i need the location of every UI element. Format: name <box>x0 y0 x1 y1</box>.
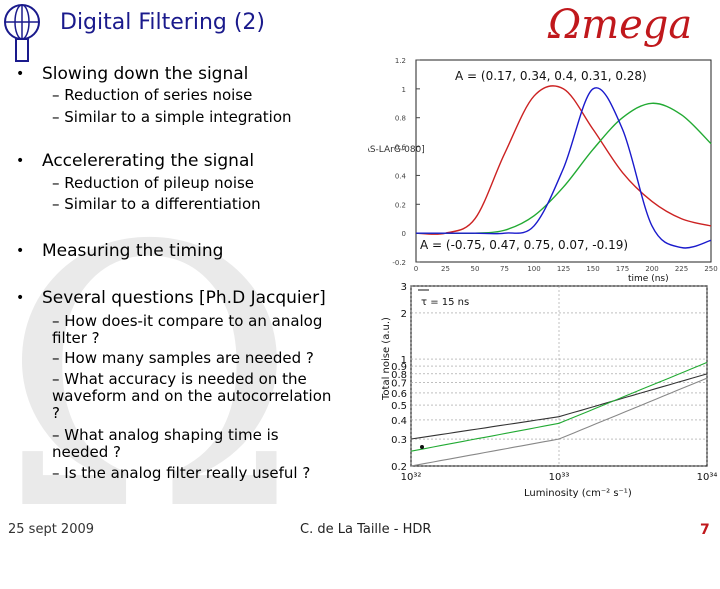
y-tick-label: -0.2 <box>392 259 406 267</box>
noise-chart: 3 2 10.90.80.70.60.5 0.4 0.3 0.2 10³² 10³³ 10³⁴… <box>381 282 718 499</box>
x-tick-label: 10³³ <box>549 472 570 483</box>
y-tick-label: 0.8 <box>395 115 406 123</box>
brand-logo: Ωmega <box>548 2 693 48</box>
bullet-2: Accelererating the signal <box>42 151 255 171</box>
y-tick-label: 0.3 <box>391 435 407 446</box>
y-tick-label: 0 <box>402 230 406 238</box>
series-line <box>410 361 708 452</box>
x-tick-label: 0 <box>414 265 418 273</box>
bullet-1: Slowing down the signal <box>42 64 249 84</box>
bullet-3: Measuring the timing <box>42 241 224 261</box>
bullet-dot: • <box>16 66 25 82</box>
page-number: 7 <box>700 522 710 538</box>
caption-top: A = (0.17, 0.34, 0.4, 0.31, 0.28) <box>455 69 647 83</box>
legend-label: τ = 15 ns <box>421 297 469 308</box>
y-tick-label: 0.6 <box>395 144 407 152</box>
x-axis-label: Luminosity (cm⁻² s⁻¹) <box>524 488 632 499</box>
footer-date: 25 sept 2009 <box>8 522 95 537</box>
waveform-chart: 1.2 1 0.8 0.6 0.4 0.2 0 -0.2 0 25 50 75 100 125 150 17… <box>368 57 718 284</box>
sub-bullet: – How many samples are needed ? <box>52 349 314 367</box>
y-tick-label: 1 <box>401 355 407 366</box>
data-marker <box>420 445 424 449</box>
x-tick-label: 225 <box>675 265 688 273</box>
reference-label: [ATLAS-LArG-080] <box>368 145 425 155</box>
x-tick-label: 10³² <box>401 472 422 483</box>
sub-bullet: – Similar to a differentiation <box>52 195 261 213</box>
y-tick-label: 0.2 <box>391 462 407 473</box>
watermark-omega: Ω <box>0 170 299 589</box>
y-tick-label: 0.7 <box>391 379 407 390</box>
caption-bottom: A = (-0.75, 0.47, 0.75, 0.07, -0.19) <box>420 238 628 252</box>
lab-logo-icon <box>4 4 40 62</box>
sub-bullet: – Reduction of series noise <box>52 86 253 104</box>
y-tick-label: 0.5 <box>391 401 407 412</box>
bullet-4: Several questions [Ph.D Jacquier] <box>42 288 326 308</box>
bullet-list: • Slowing down the signal – Reduction of… <box>0 0 360 500</box>
series-line <box>410 373 708 440</box>
x-tick-label: 50 <box>471 265 480 273</box>
x-tick-label: 150 <box>586 265 599 273</box>
x-tick-label: 175 <box>616 265 629 273</box>
y-tick-label: 0.4 <box>391 416 407 427</box>
y-tick-label: 0.6 <box>391 389 407 400</box>
x-tick-label: 200 <box>645 265 658 273</box>
x-tick-label: 25 <box>441 265 450 273</box>
x-axis-label: time (ns) <box>628 274 669 284</box>
y-tick-label: 0.2 <box>395 201 406 209</box>
x-tick-label: 75 <box>500 265 509 273</box>
bullet-dot: • <box>16 153 25 169</box>
series-line <box>415 85 712 235</box>
y-tick-label: 1 <box>402 86 406 94</box>
y-axis-label: Total noise (a.u.) <box>381 317 392 401</box>
series-line <box>416 87 712 249</box>
plot-frame <box>415 59 712 263</box>
y-tick-label: 0.9 <box>391 362 407 373</box>
sub-bullet: – Is the analog filter really useful ? <box>52 464 311 482</box>
slide-title: Digital Filtering (2) <box>60 10 266 35</box>
y-tick-label: 0.8 <box>391 370 407 381</box>
footer-author: C. de La Taille - HDR <box>300 522 432 537</box>
y-tick-label: 2 <box>401 309 407 320</box>
bullet-dot: • <box>16 290 25 306</box>
sub-bullet: – What accuracy is needed on the wavefor… <box>52 370 332 422</box>
sub-bullet: – What analog shaping time is needed ? <box>52 426 279 461</box>
sub-bullet: – How does-it compare to an analog filte… <box>52 312 323 347</box>
y-tick-label: 3 <box>401 282 407 293</box>
x-tick-label: 10³⁴ <box>697 472 718 483</box>
y-tick-label: 1.2 <box>395 57 406 65</box>
x-tick-label: 100 <box>527 265 540 273</box>
x-tick-label: 125 <box>557 265 570 273</box>
bullet-dot: • <box>16 243 25 259</box>
sub-bullet: – Reduction of pileup noise <box>52 174 255 192</box>
y-tick-label: 0.4 <box>395 172 407 180</box>
series-line <box>410 377 708 467</box>
sub-bullet: – Similar to a simple integration <box>52 108 292 126</box>
x-tick-label: 250 <box>704 265 717 273</box>
